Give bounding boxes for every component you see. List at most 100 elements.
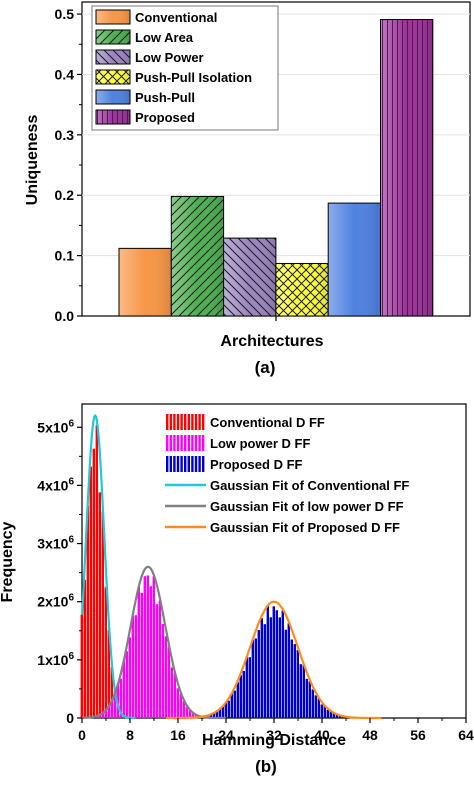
a-y-tick-label: 0.5 [55, 6, 75, 22]
hist-bar [290, 639, 293, 718]
hist-bar [233, 690, 236, 718]
hist-bar [164, 636, 167, 718]
a-legend-swatch-hatch [96, 70, 130, 84]
hist-bar [152, 576, 155, 718]
b-legend-swatch-bar [202, 435, 205, 451]
b-legend-swatch-bar [198, 414, 201, 430]
hist-bar [188, 709, 191, 718]
hist-bar [317, 698, 320, 718]
hist-bar [80, 614, 83, 718]
b-legend-swatch-bar [180, 435, 183, 451]
a-legend-label: Low Area [135, 30, 194, 45]
hist-bar [182, 701, 185, 718]
panel-b-legend: Conventional D FF Low power D FF Proposed … [165, 414, 409, 535]
hist-bar [128, 637, 131, 718]
hist-bar [272, 606, 275, 718]
b-legend-swatch-bar [169, 435, 172, 451]
panel-b-x-ticks: 0 8 16 24 32 40 48 56 64 [78, 718, 474, 743]
hist-bar [215, 711, 218, 718]
b-legend-swatch-bar [166, 435, 169, 451]
a-legend-swatch-shade [96, 90, 130, 104]
hist-bar [173, 672, 176, 718]
b-legend-swatch-bar [202, 414, 205, 430]
hist-bar [104, 710, 107, 718]
b-legend-swatch-bar [184, 414, 187, 430]
b-legend-label: Low power D FF [210, 436, 310, 451]
hist-bar [311, 689, 314, 718]
b-legend-swatch [166, 435, 205, 451]
hist-bar [269, 617, 272, 718]
b-legend-swatch-bar [187, 414, 190, 430]
hist-bar [221, 706, 224, 718]
a-legend-swatch-shade [96, 10, 130, 24]
b-legend-swatch-bar [176, 414, 180, 430]
panel-a-bars [118, 19, 434, 317]
a-legend-swatch-outline [95, 49, 131, 65]
hist-bar [95, 425, 98, 718]
b-legend-swatch-bar [187, 456, 190, 472]
a-y-tick-label: 0.1 [55, 248, 75, 264]
hist-bar [110, 701, 113, 718]
hist-bar [299, 664, 302, 718]
hist-bar [185, 707, 188, 718]
hist-bar [92, 448, 95, 718]
a-legend-box [91, 5, 279, 131]
a-legend-swatch-outline [95, 9, 131, 25]
hist-bar [146, 575, 149, 718]
a-y-tick-label: 0.3 [55, 127, 75, 143]
hist-bar [320, 704, 323, 718]
hist-bar [260, 618, 263, 718]
hist-bar [302, 664, 305, 718]
a-legend-label: Push-Pull Isolation [135, 70, 252, 85]
b-legend-swatch-bar [194, 414, 198, 430]
hist-bar [266, 605, 269, 718]
b-legend-swatch-bar [176, 435, 180, 451]
b-legend-swatch-bar [169, 414, 172, 430]
a-legend-swatch-outline [95, 109, 131, 125]
hist-bar [83, 579, 86, 718]
b-legend-swatch-bar [202, 456, 205, 472]
hist-bar [293, 644, 296, 718]
b-x-tick-label: 0 [78, 727, 86, 743]
hist-bar [131, 615, 134, 718]
hist-bar [107, 706, 110, 718]
b-y-tick-label: 2x106 [37, 593, 74, 610]
panel-b-label: (b) [255, 757, 277, 776]
a-legend-swatch-outline [95, 69, 131, 85]
bar-hatch [223, 238, 276, 316]
hist-bar [137, 585, 140, 718]
hist-bar [263, 624, 266, 718]
hist-bar [110, 667, 113, 718]
b-y-tick-label: 3x106 [37, 535, 74, 552]
panel-a: 0.0 0.1 0.2 0.3 0.4 0.5 Conventional Low Area L… [24, 1, 471, 377]
panel-b-x-axis-title: Hamming Distance [202, 732, 346, 749]
hist-bar [140, 592, 143, 718]
panel-b-y-ticks: 0 1x106 2x106 3x106 4x106 5x106 [37, 418, 82, 726]
b-legend-label: Proposed D FF [210, 457, 303, 472]
hist-bar [278, 617, 281, 718]
b-y-tick-label: 0 [66, 710, 74, 726]
b-x-tick-label: 40 [314, 727, 330, 743]
hist-bar [101, 511, 104, 718]
hist-bar [209, 714, 212, 718]
b-x-tick-label: 56 [410, 727, 426, 743]
b-x-tick-label: 32 [266, 727, 282, 743]
b-legend-swatch-bar [184, 456, 187, 472]
b-legend-swatch-bar [173, 456, 176, 472]
b-legend-swatch-bar [187, 435, 190, 451]
b-legend-swatch-bar [191, 414, 194, 430]
hist-bar [308, 681, 311, 718]
b-legend-swatch-bar [176, 456, 180, 472]
hist-bar [245, 656, 248, 718]
hist-bar [107, 630, 110, 718]
hist-bar [335, 714, 338, 718]
b-legend-swatch-bar [169, 456, 172, 472]
b-legend-swatch-bar [191, 456, 194, 472]
b-legend-swatch-bar [180, 456, 183, 472]
b-legend-swatch-bar [166, 414, 169, 430]
hist-bar [143, 576, 146, 718]
hist-bar [170, 667, 173, 718]
a-legend-swatch-outline [95, 29, 131, 45]
b-legend-swatch-bar [198, 435, 201, 451]
hist-bar [89, 466, 92, 718]
